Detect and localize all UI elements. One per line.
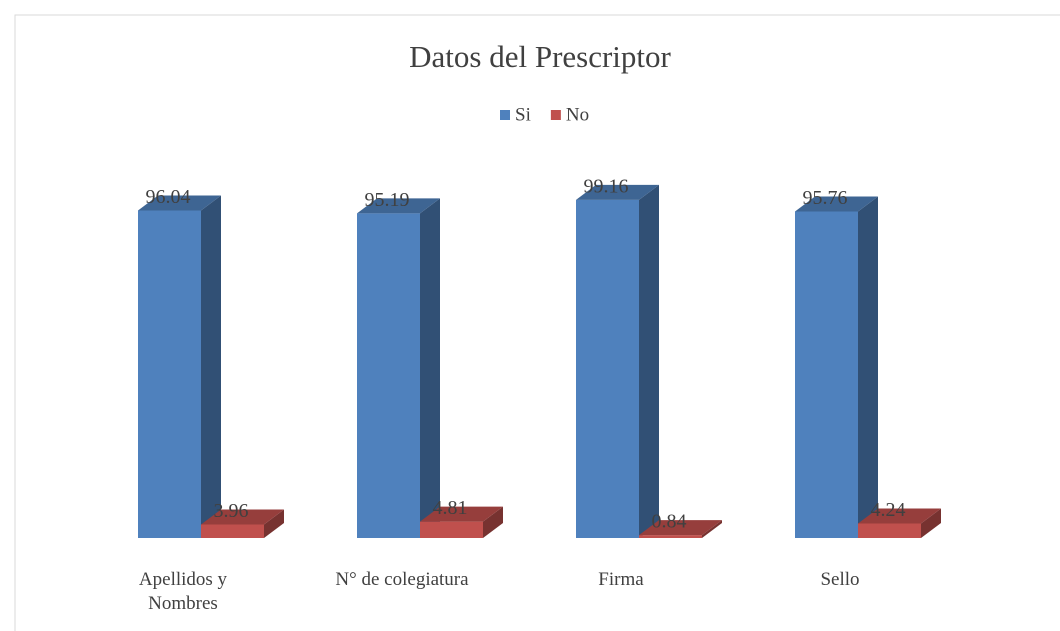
bar-front: [357, 213, 420, 538]
bar-top: [858, 508, 941, 524]
bar-front: [639, 535, 702, 538]
data-label: 99.16: [584, 175, 629, 197]
bar-side: [639, 184, 659, 539]
bar-side: [264, 509, 284, 538]
bar-front: [858, 523, 921, 538]
legend-swatch: [550, 110, 561, 120]
data-label: 4.81: [433, 497, 468, 519]
chart-frame: [14, 14, 1060, 631]
bar-front: [795, 211, 858, 538]
bar-top: [639, 520, 722, 536]
bar-side: [702, 520, 722, 538]
bar-top: [201, 509, 284, 525]
bar-top: [576, 184, 659, 200]
data-label: 4.24: [871, 499, 906, 521]
bar-top: [138, 195, 221, 211]
bar-top: [420, 506, 503, 522]
legend-swatch: [500, 110, 510, 120]
bar-top: [357, 198, 440, 214]
bar-side: [921, 508, 941, 538]
legend-label: No: [566, 104, 589, 125]
bar: [639, 520, 722, 538]
legend-label: Si: [515, 104, 531, 125]
data-label: 95.76: [803, 187, 848, 209]
bar: [795, 196, 878, 538]
bar-side: [201, 195, 221, 538]
bar-front: [201, 524, 264, 538]
bar: [138, 195, 221, 538]
bar-front: [138, 210, 201, 538]
bar: [201, 509, 284, 538]
bar-top: [795, 196, 878, 212]
x-tick-label: Sello: [820, 569, 860, 590]
bar-front: [576, 199, 639, 539]
bar: [420, 506, 503, 538]
bar-side: [858, 196, 878, 538]
data-label: 3.96: [214, 500, 249, 522]
bar: [576, 184, 659, 539]
bar: [858, 508, 941, 538]
bar: [357, 198, 440, 538]
chart-title: Datos del Prescriptor: [409, 39, 671, 74]
x-tick-label: Apellidos y Nombres: [138, 569, 228, 614]
bar-side: [483, 506, 503, 538]
bar-side: [420, 198, 440, 538]
data-label: 95.19: [365, 189, 410, 211]
data-label: 0.84: [652, 511, 687, 533]
x-tick-label: Firma: [598, 569, 644, 590]
x-tick-label: N° de colegiatura: [335, 569, 469, 590]
bar-front: [420, 521, 483, 538]
data-label: 96.04: [146, 186, 191, 208]
